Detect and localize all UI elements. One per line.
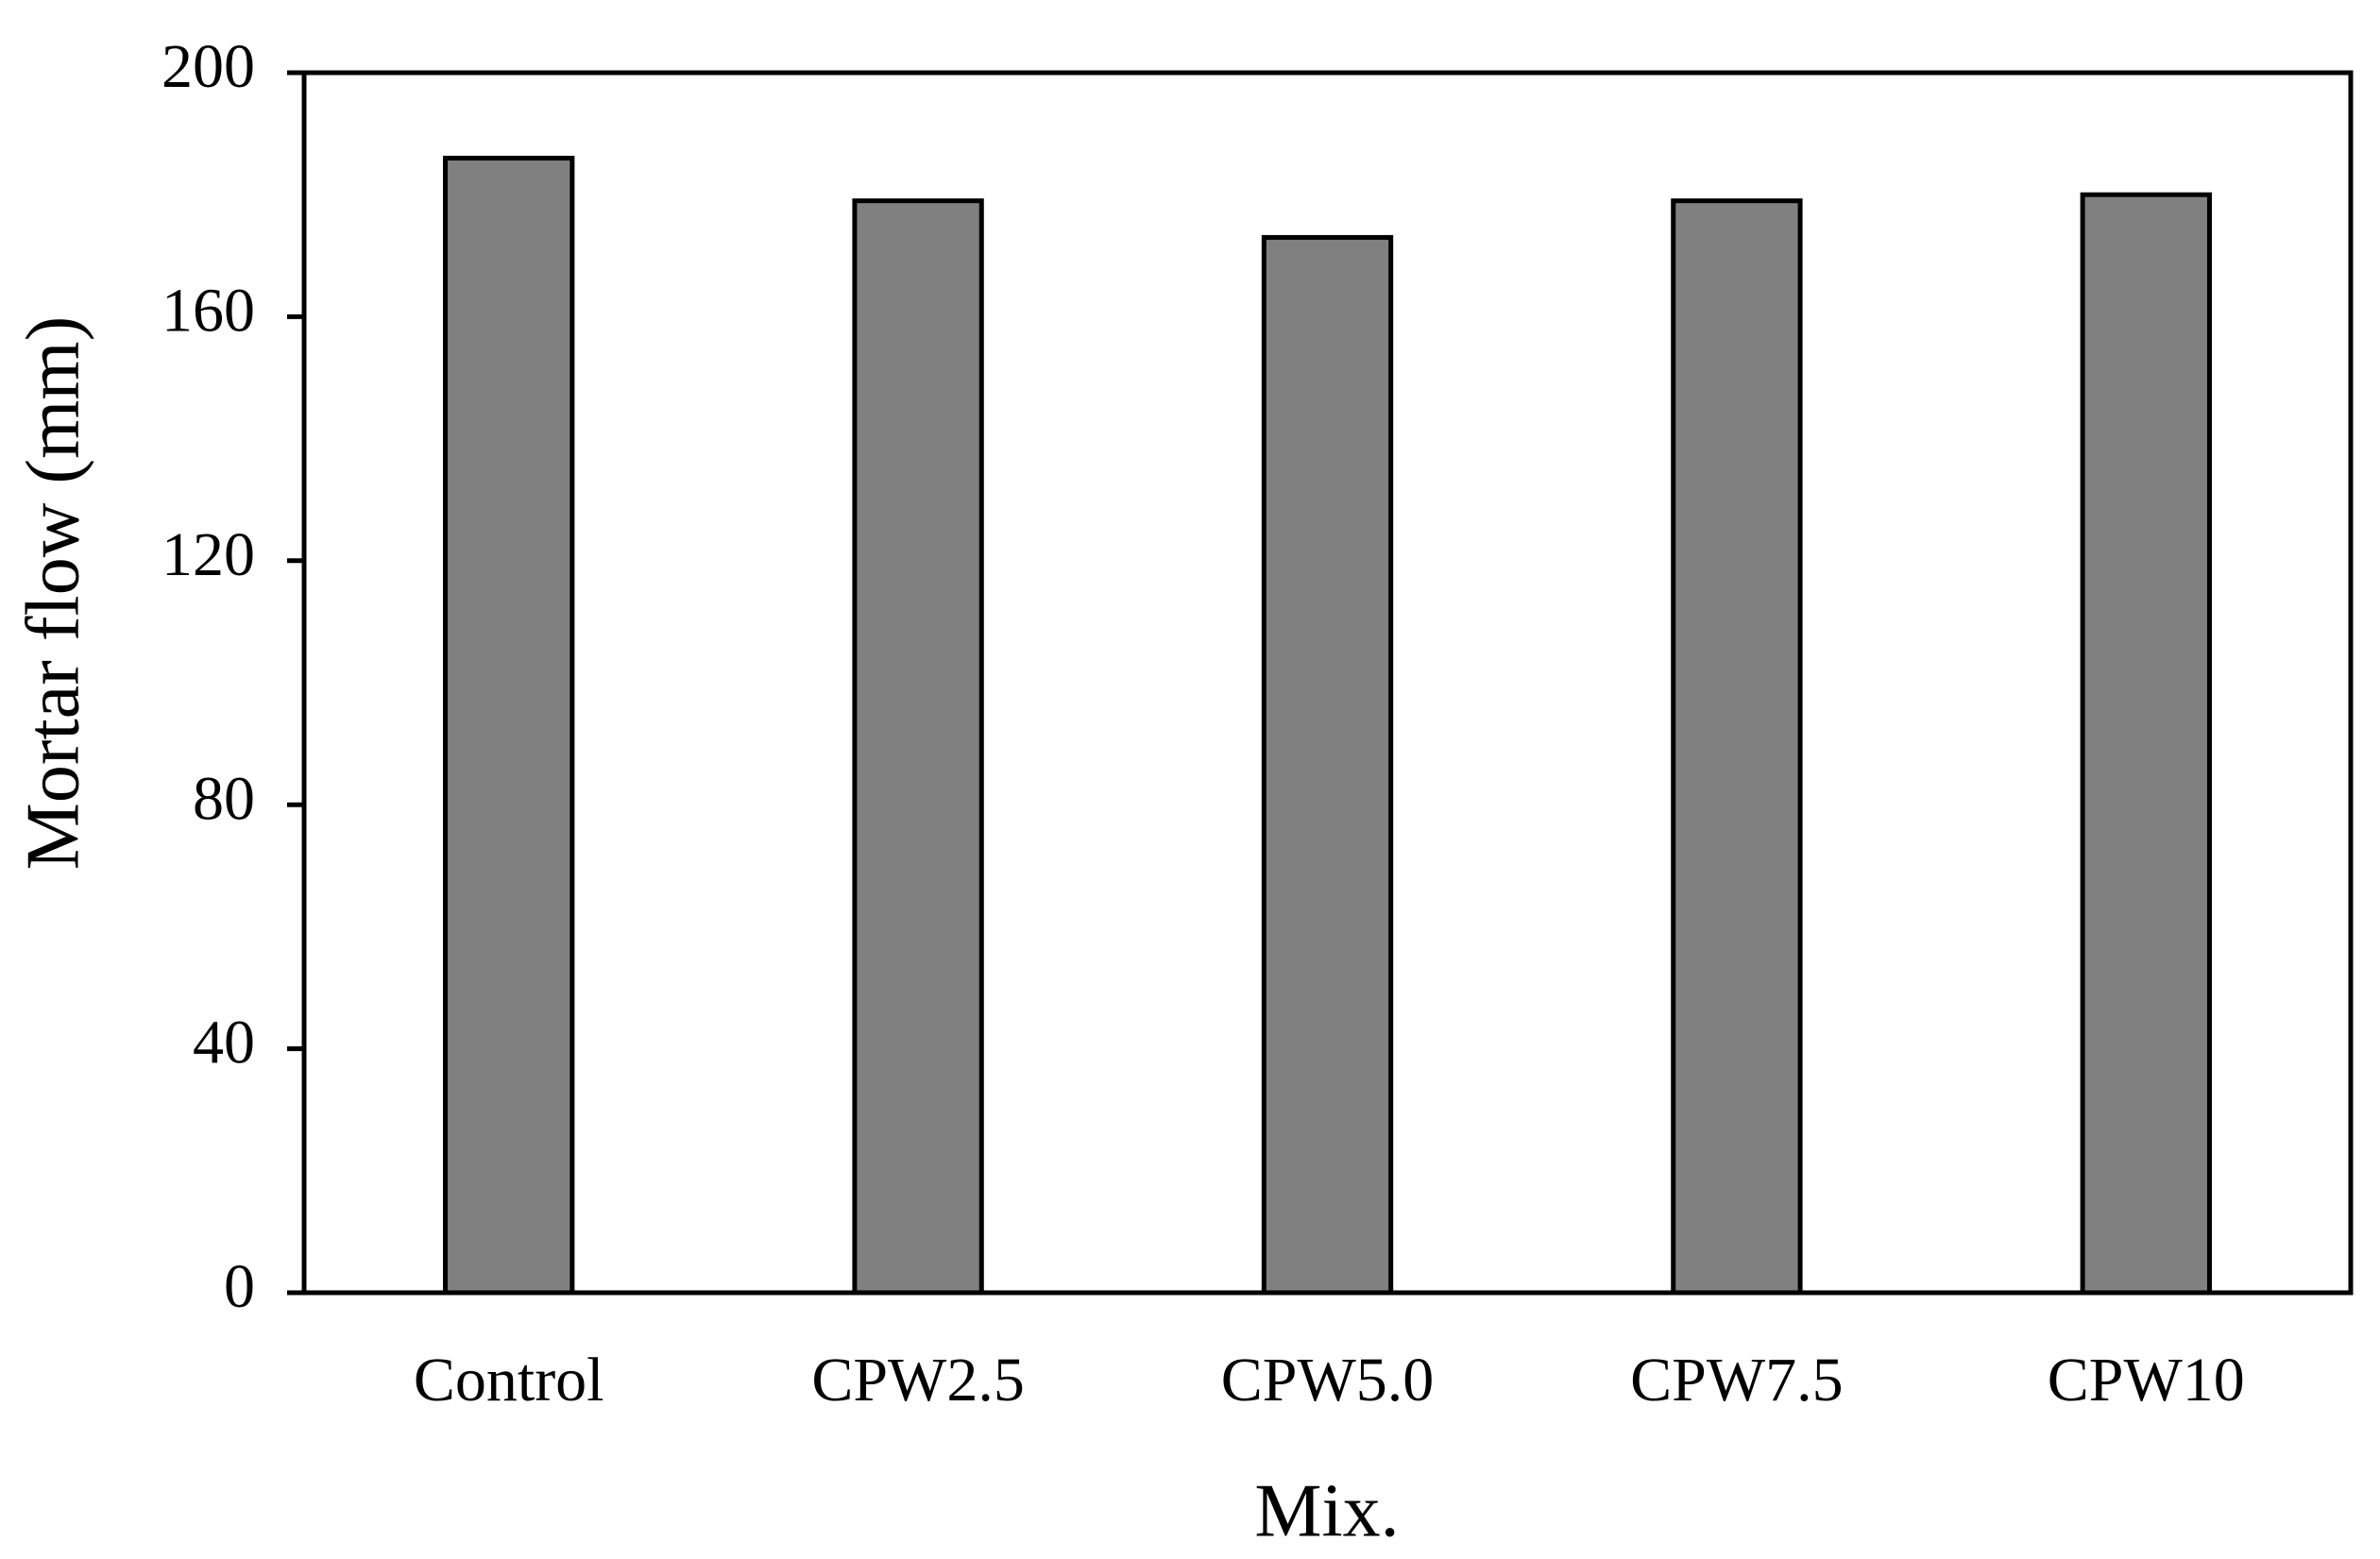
y-axis-title: Mortar flow (mm) — [11, 316, 94, 871]
y-tick-label: 200 — [162, 32, 255, 101]
x-axis-title: Mix. — [1254, 1469, 1399, 1552]
y-tick-label: 80 — [193, 764, 255, 833]
bar — [852, 198, 984, 1296]
x-tick-label: CPW5.0 — [1221, 1346, 1435, 1415]
x-tick-label: CPW7.5 — [1630, 1346, 1844, 1415]
plot-frame — [301, 70, 2354, 1296]
x-tick-label: CPW2.5 — [811, 1346, 1025, 1415]
y-tick-label: 120 — [162, 520, 255, 589]
y-tick-label: 40 — [193, 1008, 255, 1077]
bar — [1261, 234, 1394, 1296]
y-tick-label: 160 — [162, 277, 255, 346]
x-tick-label: CPW10 — [2048, 1346, 2245, 1415]
bar — [443, 155, 575, 1296]
x-tick-label: Control — [414, 1346, 604, 1415]
y-tick-label: 0 — [224, 1252, 255, 1321]
bar — [2080, 192, 2212, 1296]
bar — [1671, 198, 1803, 1296]
